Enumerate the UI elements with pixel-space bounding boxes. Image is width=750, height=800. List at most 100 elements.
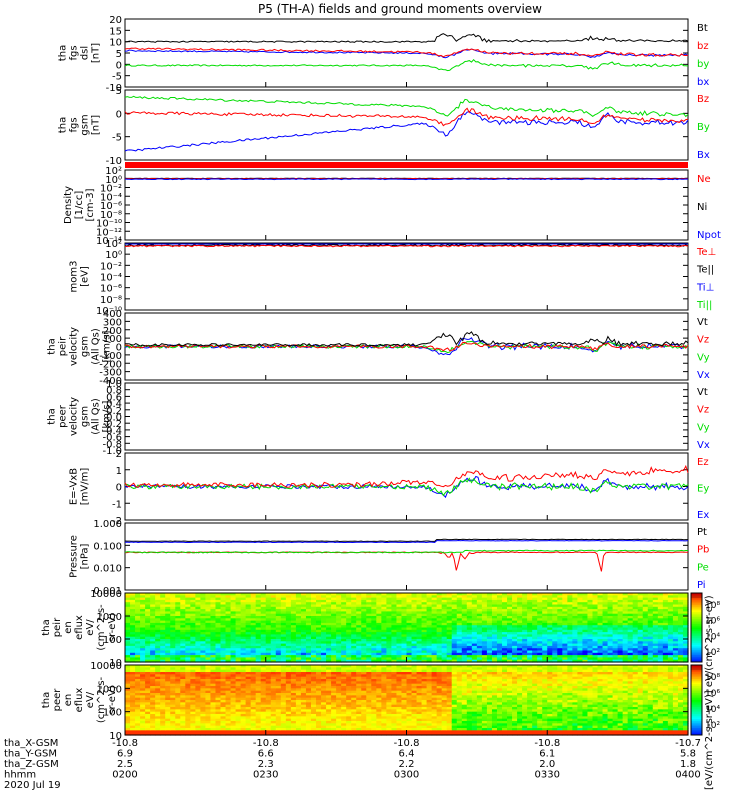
heatmap-cell — [491, 613, 498, 617]
heatmap-cell — [496, 657, 503, 661]
heatmap-cell — [130, 709, 136, 713]
heatmap-cell — [411, 606, 418, 610]
heatmap-cell — [240, 655, 247, 658]
heatmap-cell — [310, 683, 317, 687]
heatmap-cell — [300, 641, 307, 645]
heatmap-cell — [677, 622, 684, 626]
heatmap-cell — [331, 652, 337, 656]
heatmap-cell — [190, 609, 196, 612]
heatmap-cell — [250, 690, 257, 694]
heatmap-cell — [491, 625, 498, 629]
heatmap-cell — [496, 604, 503, 608]
heatmap-cell — [150, 650, 156, 654]
heatmap-cell — [140, 595, 146, 599]
heatmap-cell — [265, 620, 272, 624]
heatmap-cell — [351, 606, 357, 610]
heatmap-cell — [597, 655, 604, 658]
heatmap-cell — [507, 595, 513, 599]
heatmap-cell — [285, 629, 292, 633]
heatmap-cell — [290, 716, 297, 720]
heatmap-cell — [295, 595, 302, 599]
heatmap-cell — [170, 618, 176, 622]
heatmap-cell — [270, 683, 277, 687]
heatmap-cell — [512, 622, 518, 626]
heatmap-cell — [210, 648, 217, 652]
heatmap-cell — [466, 611, 473, 615]
heatmap-cell — [125, 652, 131, 656]
heatmap-cell — [667, 645, 674, 649]
heatmap-cell — [411, 627, 418, 631]
heatmap-cell — [672, 622, 679, 626]
heatmap-cell — [451, 618, 458, 622]
heatmap-cell — [290, 627, 297, 631]
heatmap-cell — [547, 602, 553, 606]
heatmap-cell — [220, 618, 227, 622]
heatmap-cell — [295, 620, 302, 624]
heatmap-cell — [612, 593, 619, 596]
heatmap-cell — [461, 627, 468, 631]
heatmap-cell — [336, 616, 342, 619]
heatmap-cell — [200, 599, 207, 603]
heatmap-cell — [552, 609, 558, 612]
heatmap-cell — [381, 604, 387, 608]
heatmap-cell — [130, 609, 136, 612]
heatmap-cell — [592, 618, 599, 622]
heatmap-cell — [185, 723, 191, 727]
legend-entry: Pi — [697, 580, 706, 591]
heatmap-cell — [305, 602, 312, 606]
heatmap-cell — [225, 602, 232, 606]
heatmap-cell — [300, 650, 307, 654]
heatmap-cell — [190, 718, 196, 722]
ylabel-line: tha — [41, 692, 52, 708]
heatmap-cell — [290, 718, 297, 722]
heatmap-cell — [552, 634, 558, 638]
heatmap-cell — [416, 639, 423, 642]
heatmap-cell — [326, 634, 332, 638]
heatmap-cell — [456, 629, 463, 633]
heatmap-cell — [612, 625, 619, 629]
y-tick-label: 10⁰ — [105, 175, 122, 186]
heatmap-cell — [215, 676, 222, 680]
heatmap-cell — [130, 686, 136, 689]
heatmap-cell — [195, 632, 202, 635]
heatmap-cell — [411, 620, 418, 624]
heatmap-cell — [376, 595, 382, 599]
heatmap-cell — [190, 669, 196, 673]
heatmap-cell — [300, 679, 307, 682]
heatmap-cell — [230, 655, 237, 658]
heatmap-cell — [537, 611, 543, 615]
heatmap-cell — [351, 641, 357, 645]
heatmap-cell — [366, 657, 372, 661]
y-tick-label: 0.4 — [106, 399, 122, 410]
heatmap-cell — [562, 606, 568, 610]
heatmap-cell — [290, 714, 297, 717]
heatmap-cell — [160, 629, 166, 633]
heatmap-cell — [436, 652, 443, 656]
heatmap-cell — [150, 599, 156, 603]
heatmap-cell — [587, 657, 594, 661]
heatmap-cell — [682, 650, 689, 654]
heatmap-cell — [295, 723, 302, 727]
heatmap-cell — [321, 659, 327, 663]
heatmap-cell — [240, 609, 247, 612]
heatmap-cell — [135, 725, 141, 729]
heatmap-cell — [205, 697, 212, 701]
heatmap-cell — [391, 616, 398, 619]
heatmap-cell — [310, 709, 317, 713]
heatmap-cell — [456, 609, 463, 612]
heatmap-cell — [180, 683, 186, 687]
heatmap-cell — [602, 648, 609, 652]
heatmap-cell — [310, 648, 317, 652]
heatmap-cell — [562, 650, 568, 654]
heatmap-cell — [647, 629, 654, 633]
heatmap-cell — [627, 632, 634, 635]
heatmap-cell — [200, 688, 207, 692]
heatmap-cell — [290, 665, 297, 668]
heatmap-cell — [672, 643, 679, 647]
heatmap-cell — [682, 629, 689, 633]
heatmap-cell — [316, 695, 322, 699]
heatmap-cell — [552, 632, 558, 635]
heatmap-cell — [351, 657, 357, 661]
heatmap-cell — [210, 669, 217, 673]
heatmap-cell — [331, 627, 337, 631]
